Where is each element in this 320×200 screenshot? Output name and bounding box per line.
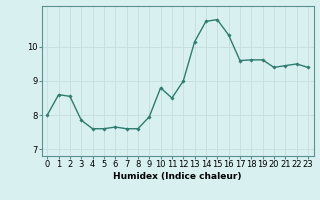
X-axis label: Humidex (Indice chaleur): Humidex (Indice chaleur) [113, 172, 242, 181]
